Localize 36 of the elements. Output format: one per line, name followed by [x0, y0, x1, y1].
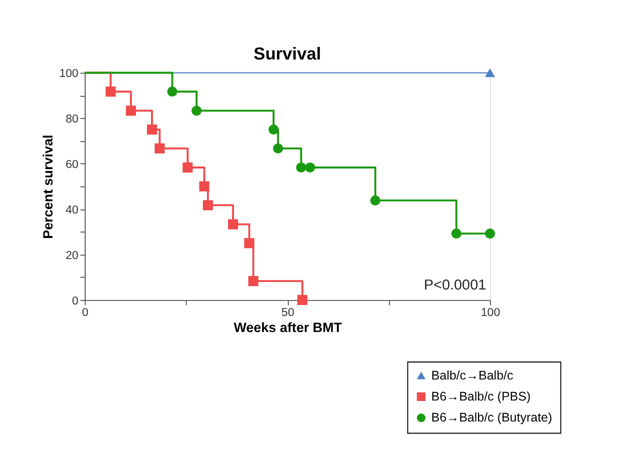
point — [202, 200, 213, 210]
point — [484, 228, 496, 239]
y-tick-label: 0 — [72, 295, 78, 308]
y-tick-label: 80 — [66, 114, 78, 126]
point — [106, 86, 116, 97]
point — [167, 86, 178, 97]
x-tick-label: 0 — [82, 306, 88, 319]
y-tick-label: 20 — [66, 250, 78, 262]
legend-label: B6→Balb/c (Butyrate) — [431, 410, 552, 425]
point — [248, 276, 258, 286]
point — [146, 124, 158, 135]
y-axis-title: Percent survival — [40, 134, 56, 239]
x-tick-label: 100 — [480, 306, 500, 319]
point — [199, 181, 210, 192]
point — [192, 106, 202, 116]
y-tick-label: 40 — [66, 204, 78, 216]
point — [244, 238, 254, 248]
chart-title: Survival — [254, 43, 322, 64]
point — [272, 143, 284, 154]
point — [370, 195, 380, 206]
legend-label: B6→Balb/c (PBS) — [431, 390, 531, 404]
point — [228, 219, 238, 230]
y-tick-label: 60 — [66, 158, 78, 171]
point — [126, 106, 136, 116]
x-tick-label: 50 — [281, 306, 294, 319]
point — [296, 162, 306, 173]
point — [305, 162, 316, 173]
point — [154, 143, 165, 154]
legend-label: Balb/c→Balb/c — [431, 368, 514, 382]
annotation: P<0.0001 — [424, 277, 486, 294]
y-tick-label: 100 — [59, 68, 78, 80]
x-axis-title: Weeks after BMT — [234, 320, 343, 336]
point — [451, 228, 462, 239]
point — [182, 162, 193, 173]
point — [268, 124, 279, 135]
point — [297, 294, 308, 305]
